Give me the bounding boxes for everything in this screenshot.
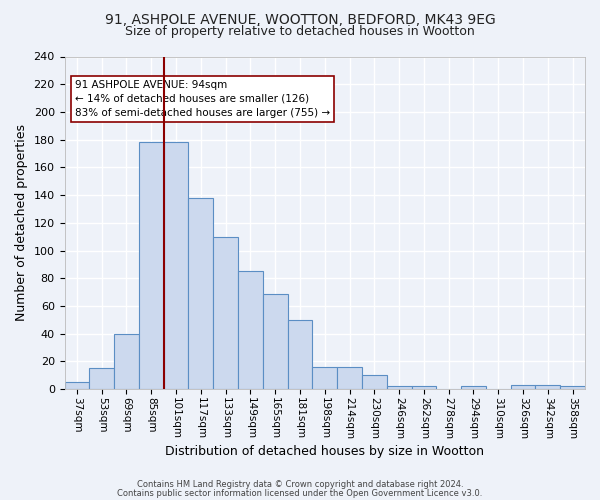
Y-axis label: Number of detached properties: Number of detached properties [15,124,28,322]
Bar [139,142,164,389]
Bar [164,142,188,389]
Bar [89,368,114,389]
Bar [263,294,287,389]
Bar [213,236,238,389]
Bar [114,334,139,389]
Text: Size of property relative to detached houses in Wootton: Size of property relative to detached ho… [125,25,475,38]
Bar [287,320,313,389]
Bar [412,386,436,389]
Text: Contains HM Land Registry data © Crown copyright and database right 2024.: Contains HM Land Registry data © Crown c… [137,480,463,489]
Bar [560,386,585,389]
Bar [461,386,486,389]
Bar [65,382,89,389]
Text: 91, ASHPOLE AVENUE, WOOTTON, BEDFORD, MK43 9EG: 91, ASHPOLE AVENUE, WOOTTON, BEDFORD, MK… [104,12,496,26]
Text: 91 ASHPOLE AVENUE: 94sqm
← 14% of detached houses are smaller (126)
83% of semi-: 91 ASHPOLE AVENUE: 94sqm ← 14% of detach… [75,80,330,118]
Bar [535,385,560,389]
Bar [362,376,387,389]
Bar [337,367,362,389]
X-axis label: Distribution of detached houses by size in Wootton: Distribution of detached houses by size … [165,444,484,458]
Bar [387,386,412,389]
Bar [511,385,535,389]
Bar [188,198,213,389]
Text: Contains public sector information licensed under the Open Government Licence v3: Contains public sector information licen… [118,488,482,498]
Bar [313,367,337,389]
Bar [238,272,263,389]
